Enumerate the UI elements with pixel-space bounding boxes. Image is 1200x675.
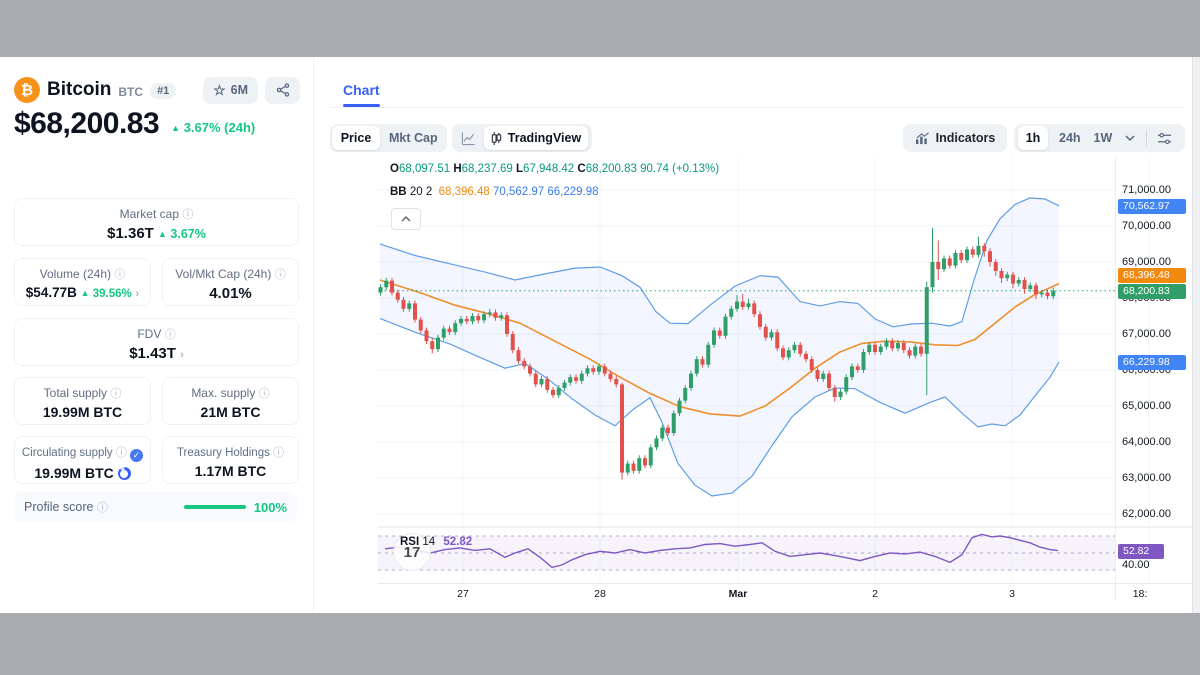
- chart-section: Chart Price Mkt Cap TradingView: [330, 57, 1192, 613]
- sliders-icon: [1158, 132, 1172, 144]
- info-icon[interactable]: ⓘ: [273, 447, 285, 459]
- tradingview-watermark-icon: 17: [393, 533, 431, 571]
- candles-icon: [491, 131, 502, 145]
- rsi-legend: RSI 14 52.82: [400, 536, 473, 548]
- tabs-divider: [330, 107, 1185, 108]
- chevron-up-icon: [401, 216, 411, 222]
- indicators-label: Indicators: [935, 131, 996, 145]
- volume-value: $54.77B ▲ 39.56% ›: [25, 285, 140, 300]
- up-arrow-icon: ▲: [80, 288, 90, 298]
- bitcoin-logo-icon: ₿: [14, 77, 40, 103]
- coin-price: $68,200.83: [14, 107, 160, 140]
- range-24h-button[interactable]: 24h: [1059, 131, 1081, 145]
- total-supply-value: 19.99M BTC: [42, 404, 123, 420]
- chart-type-toggle: TradingView: [452, 124, 592, 152]
- treasury-label: Treasury Holdings ⓘ: [176, 447, 285, 459]
- coin-rank-badge: #1: [150, 83, 177, 99]
- range-1w-button[interactable]: 1W: [1093, 131, 1113, 145]
- info-icon[interactable]: ⓘ: [115, 447, 127, 459]
- circulating-supply-card: Circulating supply ⓘ ✓ 19.99M BTC: [14, 436, 151, 484]
- star-icon: ☆: [213, 81, 226, 98]
- total-supply-label: Total supply ⓘ: [43, 386, 122, 400]
- info-icon[interactable]: ⓘ: [164, 329, 176, 341]
- coin-symbol: BTC: [118, 85, 144, 99]
- price-mktcap-toggle: Price Mkt Cap: [330, 124, 447, 152]
- tradingview-chart-button[interactable]: TradingView: [484, 126, 588, 150]
- price-toggle-button[interactable]: Price: [332, 126, 380, 150]
- info-icon[interactable]: ⓘ: [274, 269, 286, 281]
- circulating-supply-label: Circulating supply ⓘ ✓: [15, 444, 150, 462]
- candlestick-chart-canvas[interactable]: [330, 57, 1192, 613]
- btc-glyph: ₿: [20, 81, 34, 99]
- legend-collapse-button[interactable]: [391, 208, 421, 230]
- share-icon: [276, 83, 289, 97]
- indicators-button[interactable]: Indicators: [903, 124, 1007, 152]
- chevron-down-icon: [1125, 135, 1135, 142]
- circulating-supply-value: 19.99M BTC: [15, 465, 150, 481]
- volume-card[interactable]: Volume (24h) ⓘ $54.77B ▲ 39.56% ›: [14, 258, 151, 306]
- watchlist-count: 6M: [230, 83, 248, 97]
- price-row: $68,200.83 ▲ 3.67% (24h): [14, 107, 300, 141]
- treasury-card: Treasury Holdings ⓘ 1.17M BTC: [162, 436, 299, 484]
- max-supply-value: 21M BTC: [200, 404, 261, 420]
- mktcap-toggle-button[interactable]: Mkt Cap: [389, 131, 438, 145]
- verified-check-icon: ✓: [130, 449, 144, 462]
- coin-header: ₿ Bitcoin BTC #1 ☆ 6M: [14, 76, 300, 104]
- tab-active-underline: [343, 104, 380, 107]
- watchlist-button[interactable]: ☆ 6M: [203, 76, 258, 104]
- ohlc-legend: O68,097.51 H68,237.69 L67,948.42 C68,200…: [390, 163, 720, 175]
- vol-mktcap-card: Vol/Mkt Cap (24h) ⓘ 4.01%: [162, 258, 299, 306]
- range-more-button[interactable]: [1124, 132, 1136, 144]
- chart-settings-button[interactable]: [1157, 132, 1172, 145]
- app-page: ₿ Bitcoin BTC #1 ☆ 6M $68,200.83 ▲ 3.67%…: [0, 57, 1200, 613]
- tab-chart[interactable]: Chart: [343, 82, 380, 98]
- max-supply-card: Max. supply ⓘ 21M BTC: [162, 377, 299, 425]
- price-change-24h: ▲ 3.67% (24h): [171, 119, 256, 135]
- supply-progress-ring-icon: [117, 467, 131, 480]
- info-icon[interactable]: ⓘ: [258, 388, 270, 400]
- indicators-icon: [915, 131, 929, 144]
- line-chart-icon: [461, 131, 475, 145]
- vol-mktcap-label: Vol/Mkt Cap (24h) ⓘ: [175, 267, 286, 281]
- total-supply-card: Total supply ⓘ 19.99M BTC: [14, 377, 151, 425]
- bollinger-legend: BB 20 2 68,396.48 70,562.97 66,229.98: [390, 186, 599, 198]
- chevron-right-icon: ›: [135, 288, 140, 300]
- info-icon[interactable]: ⓘ: [182, 209, 194, 221]
- vol-mktcap-value: 4.01%: [209, 285, 252, 302]
- fdv-value: $1.43T ›: [129, 345, 184, 362]
- info-icon[interactable]: ⓘ: [96, 502, 108, 514]
- coin-name: Bitcoin: [47, 79, 112, 100]
- line-chart-button[interactable]: [452, 131, 484, 146]
- profile-score-bar: [183, 505, 246, 509]
- profile-score-label: Profile score ⓘ: [24, 500, 108, 514]
- info-icon[interactable]: ⓘ: [110, 388, 122, 400]
- timeframe-toggle: 1h 24h 1W: [1014, 124, 1185, 152]
- info-icon[interactable]: ⓘ: [114, 269, 126, 281]
- up-arrow-icon: ▲: [171, 122, 181, 133]
- range-1h-button[interactable]: 1h: [1018, 126, 1048, 150]
- toolbar-separator: [1146, 130, 1148, 146]
- max-supply-label: Max. supply ⓘ: [191, 386, 270, 400]
- market-cap-label: Market cap ⓘ: [119, 207, 194, 221]
- fdv-label: FDV ⓘ: [137, 327, 176, 341]
- volume-label: Volume (24h) ⓘ: [39, 267, 126, 281]
- scrollbar-track[interactable]: [1192, 57, 1200, 613]
- treasury-value: 1.17M BTC: [194, 463, 267, 479]
- up-arrow-icon: ▲: [158, 229, 167, 239]
- share-button[interactable]: [265, 76, 300, 104]
- tradingview-label: TradingView: [507, 131, 582, 145]
- chevron-right-icon: ›: [180, 349, 184, 361]
- profile-score-value: 100%: [253, 499, 287, 515]
- fdv-card[interactable]: FDV ⓘ $1.43T ›: [14, 318, 299, 366]
- profile-score-row: Profile score ⓘ 100%: [14, 492, 297, 522]
- coin-sidebar: ₿ Bitcoin BTC #1 ☆ 6M $68,200.83 ▲ 3.67%…: [0, 57, 314, 613]
- market-cap-value: $1.36T ▲ 3.67%: [107, 225, 206, 242]
- market-cap-card: Market cap ⓘ $1.36T ▲ 3.67%: [14, 198, 299, 246]
